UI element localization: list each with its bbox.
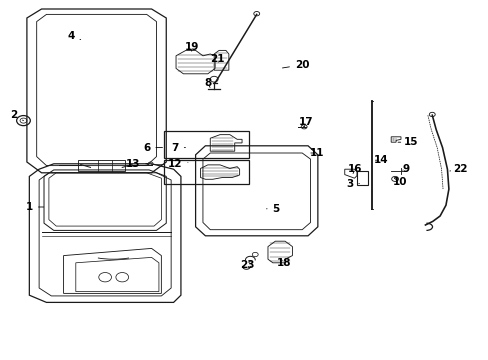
Text: 11: 11 — [309, 148, 324, 158]
Text: 23: 23 — [239, 260, 254, 270]
Bar — [356, 171, 367, 185]
Text: 2: 2 — [10, 110, 23, 121]
Text: 7: 7 — [171, 143, 185, 153]
Text: 8: 8 — [204, 78, 211, 88]
Text: 16: 16 — [347, 164, 362, 174]
Text: 18: 18 — [276, 258, 290, 268]
Text: 4: 4 — [67, 31, 81, 41]
Text: 12: 12 — [167, 159, 187, 169]
Text: 14: 14 — [373, 155, 388, 165]
Text: 21: 21 — [210, 54, 224, 64]
Text: 15: 15 — [397, 137, 417, 147]
Text: 6: 6 — [143, 143, 162, 153]
Text: 19: 19 — [184, 42, 199, 52]
Text: 22: 22 — [449, 164, 467, 174]
Text: 20: 20 — [282, 60, 309, 70]
Text: 13: 13 — [125, 159, 147, 169]
Text: 5: 5 — [266, 204, 279, 214]
Text: 3: 3 — [346, 179, 359, 189]
Bar — [163, 131, 249, 158]
Bar — [163, 160, 249, 184]
Text: 10: 10 — [392, 177, 407, 187]
Text: 1: 1 — [26, 202, 43, 212]
Bar — [78, 160, 124, 171]
Text: 9: 9 — [402, 164, 408, 174]
Text: 17: 17 — [299, 117, 313, 127]
